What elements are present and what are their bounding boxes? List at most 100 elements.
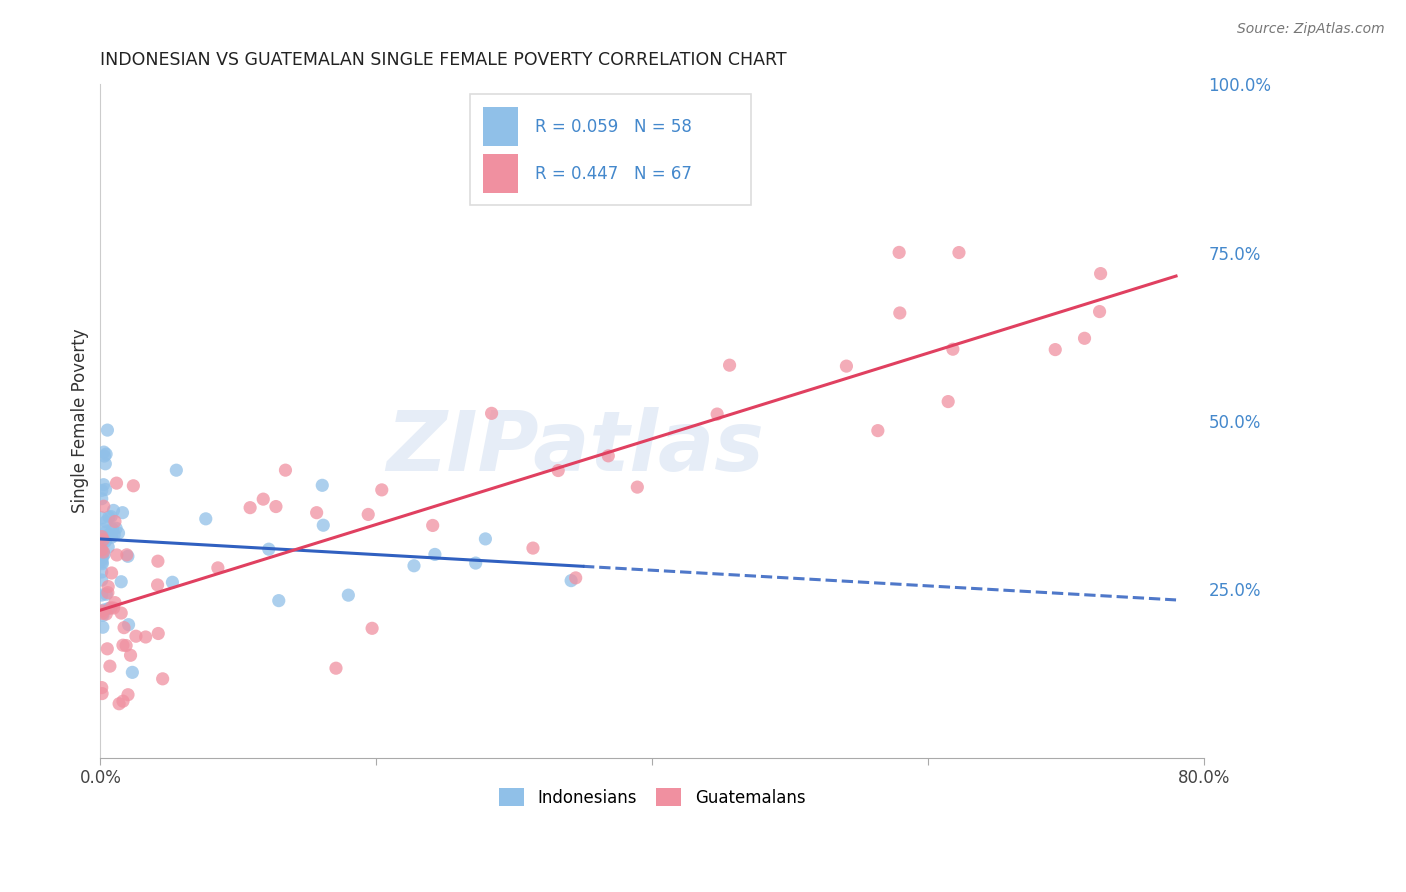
Point bbox=[122, 479, 145, 493]
Point bbox=[1073, 331, 1095, 345]
Point bbox=[97, 601, 120, 615]
Point bbox=[111, 694, 134, 708]
Point bbox=[936, 394, 959, 409]
Point bbox=[97, 528, 120, 542]
Point bbox=[464, 556, 486, 570]
Point bbox=[165, 463, 187, 477]
Point bbox=[93, 545, 115, 559]
Point bbox=[718, 358, 741, 372]
Point bbox=[257, 542, 280, 557]
Point bbox=[474, 532, 496, 546]
Point bbox=[152, 672, 174, 686]
FancyBboxPatch shape bbox=[484, 107, 519, 146]
Point bbox=[422, 518, 444, 533]
Point bbox=[110, 606, 132, 620]
Point bbox=[90, 511, 112, 525]
Point bbox=[90, 536, 112, 550]
Point bbox=[90, 573, 112, 587]
Point bbox=[91, 533, 114, 547]
Point bbox=[121, 665, 143, 680]
Y-axis label: Single Female Poverty: Single Female Poverty bbox=[72, 328, 89, 513]
Point bbox=[90, 530, 112, 544]
Point bbox=[91, 607, 114, 621]
Point bbox=[91, 604, 114, 618]
Point bbox=[267, 593, 290, 607]
Point bbox=[100, 566, 122, 580]
Point bbox=[135, 630, 157, 644]
Point bbox=[325, 661, 347, 675]
Point bbox=[522, 541, 544, 555]
Point bbox=[98, 659, 121, 673]
Text: ZIPatlas: ZIPatlas bbox=[385, 408, 763, 488]
Point bbox=[91, 550, 114, 565]
Point bbox=[96, 423, 118, 437]
Point bbox=[90, 588, 112, 602]
Text: INDONESIAN VS GUATEMALAN SINGLE FEMALE POVERTY CORRELATION CHART: INDONESIAN VS GUATEMALAN SINGLE FEMALE P… bbox=[100, 51, 787, 69]
Point bbox=[125, 629, 148, 643]
Point bbox=[90, 553, 112, 567]
Point bbox=[311, 478, 333, 492]
Point bbox=[94, 447, 117, 461]
Point bbox=[97, 510, 120, 524]
Point bbox=[598, 449, 620, 463]
Point bbox=[90, 491, 112, 506]
Point bbox=[305, 506, 328, 520]
Text: Source: ZipAtlas.com: Source: ZipAtlas.com bbox=[1237, 22, 1385, 37]
Point bbox=[264, 500, 287, 514]
Point bbox=[626, 480, 648, 494]
Point bbox=[105, 521, 128, 535]
Point bbox=[866, 424, 889, 438]
Point bbox=[148, 626, 170, 640]
Point bbox=[103, 527, 125, 541]
Point bbox=[94, 457, 117, 471]
Point bbox=[94, 515, 117, 529]
FancyBboxPatch shape bbox=[470, 95, 751, 205]
Legend: Indonesians, Guatemalans: Indonesians, Guatemalans bbox=[492, 781, 813, 814]
Point bbox=[110, 574, 132, 589]
Point bbox=[120, 648, 142, 663]
Point bbox=[91, 557, 114, 571]
Point bbox=[90, 483, 112, 498]
Text: R = 0.059   N = 58: R = 0.059 N = 58 bbox=[536, 118, 692, 136]
Point bbox=[96, 587, 118, 601]
Point bbox=[887, 245, 910, 260]
Point bbox=[274, 463, 297, 477]
Point bbox=[1088, 304, 1111, 318]
Point bbox=[101, 522, 124, 536]
FancyBboxPatch shape bbox=[484, 154, 519, 194]
Point bbox=[91, 608, 114, 623]
Point bbox=[942, 342, 965, 356]
Point bbox=[103, 503, 125, 517]
Point bbox=[207, 561, 229, 575]
Point bbox=[94, 534, 117, 549]
Point bbox=[371, 483, 394, 497]
Point bbox=[564, 571, 586, 585]
Point bbox=[162, 575, 184, 590]
Point bbox=[115, 639, 138, 653]
Point bbox=[835, 359, 858, 373]
Point bbox=[91, 687, 114, 701]
Point bbox=[889, 306, 911, 320]
Point bbox=[115, 548, 138, 562]
Point bbox=[111, 638, 134, 652]
Point bbox=[146, 554, 169, 568]
Point bbox=[1045, 343, 1067, 357]
Point bbox=[481, 406, 503, 420]
Point bbox=[94, 524, 117, 539]
Point bbox=[96, 529, 118, 543]
Point bbox=[357, 508, 380, 522]
Point bbox=[547, 464, 569, 478]
Point bbox=[104, 596, 127, 610]
Point bbox=[146, 578, 169, 592]
Point bbox=[96, 607, 118, 621]
Point bbox=[252, 492, 274, 507]
Point bbox=[104, 515, 127, 529]
Point bbox=[93, 445, 115, 459]
Point bbox=[94, 483, 117, 497]
Point bbox=[337, 588, 360, 602]
Point bbox=[105, 548, 128, 562]
Point bbox=[91, 555, 114, 569]
Point bbox=[97, 585, 120, 599]
Point bbox=[90, 548, 112, 562]
Point bbox=[100, 509, 122, 524]
